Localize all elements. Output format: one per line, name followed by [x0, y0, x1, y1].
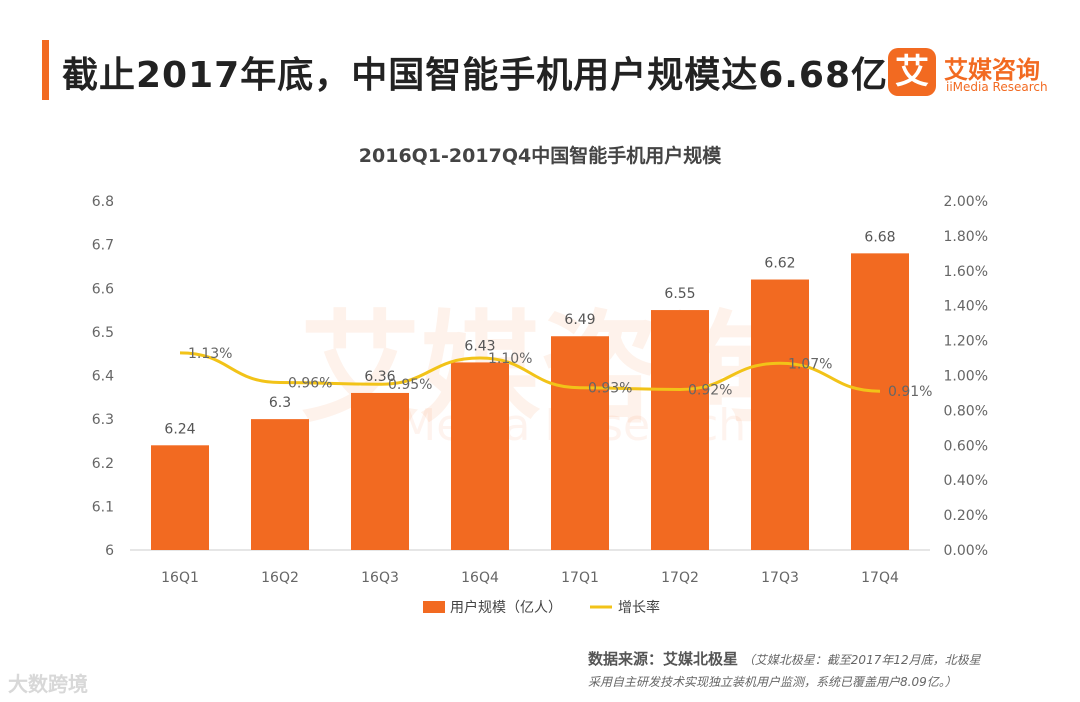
y-left-tick-label: 6.1 [92, 499, 114, 515]
bar-value-label: 6.55 [664, 286, 695, 302]
bar [651, 310, 709, 550]
bar-value-label: 6.62 [764, 256, 795, 272]
growth-rate-label: 1.10% [488, 351, 532, 367]
x-tick-label: 16Q3 [361, 570, 399, 586]
y-right-tick-label: 0.40% [944, 473, 988, 489]
y-right-tick-label: 2.00% [944, 194, 988, 210]
growth-rate-label: 0.95% [388, 377, 432, 393]
x-tick-label: 17Q1 [561, 570, 599, 586]
growth-rate-label: 1.13% [188, 346, 232, 362]
y-left-tick-label: 6.4 [92, 369, 114, 385]
brand-logo: 艾 艾媒咨询 iiMedia Research [888, 48, 1068, 100]
y-right-tick-label: 0.80% [944, 403, 988, 419]
x-tick-label: 17Q2 [661, 570, 699, 586]
bar [151, 445, 209, 550]
brand-logo-icon: 艾 [888, 48, 936, 96]
bar-value-label: 6.36 [364, 369, 395, 385]
y-left-tick-label: 6.7 [92, 238, 114, 254]
y-right-tick-label: 1.60% [944, 264, 988, 280]
bar [551, 336, 609, 550]
y-right-tick-label: 1.00% [944, 369, 988, 385]
bar [251, 419, 309, 550]
bar [751, 279, 809, 550]
growth-rate-line [179, 351, 881, 393]
y-left-tick-label: 6.5 [92, 325, 114, 341]
y-right-tick-label: 1.20% [944, 334, 988, 350]
brand-name-cn: 艾媒咨询 [944, 56, 1040, 84]
y-right-tick-label: 1.40% [944, 299, 988, 315]
growth-rate-label: 0.96% [288, 375, 332, 391]
growth-rate-label: 0.92% [688, 382, 732, 398]
chart-title: 2016Q1-2017Q4中国智能手机用户规模 [359, 144, 722, 167]
data-source: 数据来源：艾媒北极星 （艾媒北极星：截至2017年12月底，北极星 采用自主研发… [588, 648, 1068, 690]
bar [851, 253, 909, 550]
combo-chart: 2016Q1-2017Q4中国智能手机用户规模艾媒咨询iiMedia Resea… [92, 144, 988, 616]
x-tick-label: 16Q4 [461, 570, 499, 586]
y-right-tick-label: 1.80% [944, 229, 988, 245]
source-note-line2: 采用自主研发技术实现独立装机用户监测，系统已覆盖用户8.09亿。） [588, 675, 957, 689]
bar-value-label: 6.68 [864, 229, 895, 245]
footer-watermark: 大数跨境 [8, 672, 88, 696]
legend-swatch-bars [423, 601, 445, 613]
growth-rate-label: 0.93% [588, 381, 632, 397]
y-right-tick-label: 0.00% [944, 543, 988, 559]
y-left-tick-label: 6.6 [92, 281, 114, 297]
bar [451, 362, 509, 550]
growth-rate-label: 1.07% [788, 356, 832, 372]
bar [351, 392, 409, 550]
legend-label-line: 增长率 [618, 599, 660, 616]
source-note: （艾媒北极星：截至2017年12月底，北极星 [742, 653, 981, 667]
source-label: 数据来源：艾媒北极星 [588, 650, 739, 668]
title-accent-bar [42, 40, 49, 100]
x-tick-label: 17Q4 [861, 570, 899, 586]
y-left-tick-label: 6.2 [92, 456, 114, 472]
x-tick-label: 16Q1 [161, 570, 199, 586]
y-left-tick-label: 6 [105, 543, 114, 559]
y-right-tick-label: 0.20% [944, 508, 988, 524]
x-tick-label: 17Q3 [761, 570, 799, 586]
growth-rate-label: 0.91% [888, 384, 932, 400]
y-left-tick-label: 6.3 [92, 412, 114, 428]
bar-value-label: 6.24 [164, 421, 195, 437]
bar-value-label: 6.49 [564, 312, 595, 328]
legend-label-bars: 用户规模（亿人） [450, 599, 562, 616]
bar-value-label: 6.43 [464, 338, 495, 354]
bar-value-label: 6.3 [269, 395, 291, 411]
y-right-tick-label: 0.60% [944, 438, 988, 454]
x-tick-label: 16Q2 [261, 570, 299, 586]
y-left-tick-label: 6.8 [92, 194, 114, 210]
page-title: 截止2017年底，中国智能手机用户规模达6.68亿人 [62, 55, 926, 96]
brand-name-en: iiMedia Research [946, 80, 1048, 94]
